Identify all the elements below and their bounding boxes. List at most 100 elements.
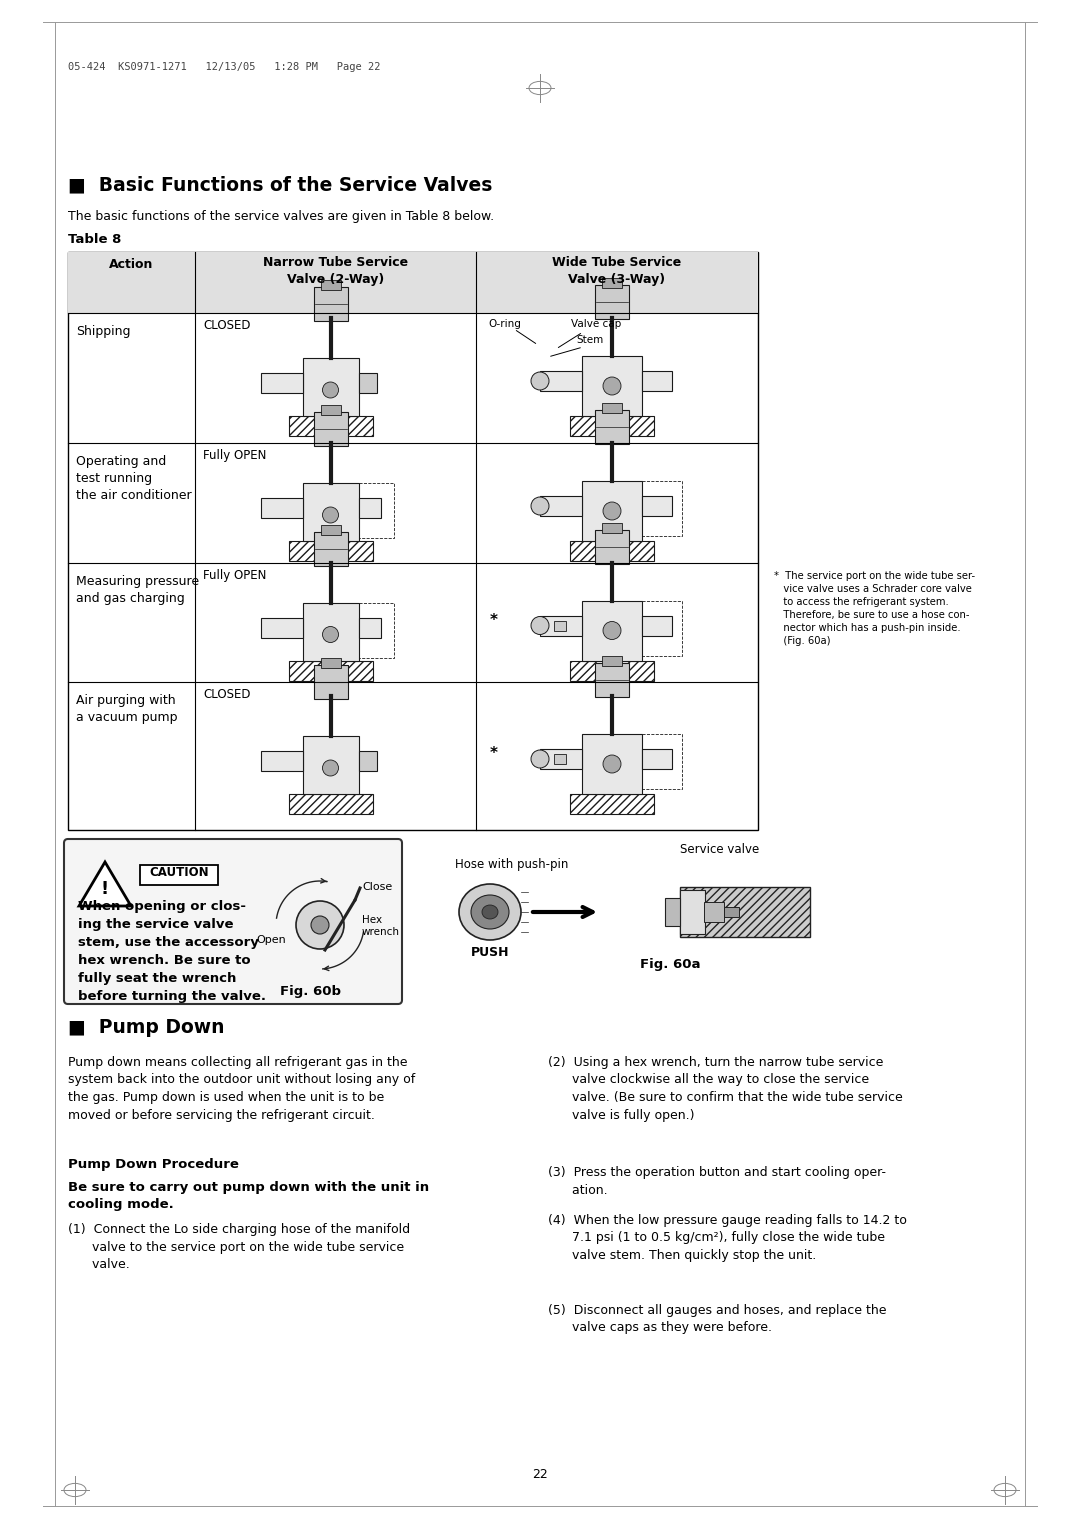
Text: 05-424  KS0971-1271   12/13/05   1:28 PM   Page 22: 05-424 KS0971-1271 12/13/05 1:28 PM Page… — [68, 63, 380, 72]
Text: *: * — [490, 746, 498, 761]
Text: When opening or clos-
ing the service valve
stem, use the accessory
hex wrench. : When opening or clos- ing the service va… — [78, 900, 266, 1002]
Text: (5)  Disconnect all gauges and hoses, and replace the
      valve caps as they w: (5) Disconnect all gauges and hoses, and… — [548, 1303, 887, 1334]
Bar — [321, 280, 340, 290]
Text: !: ! — [100, 880, 109, 898]
Ellipse shape — [459, 885, 521, 940]
FancyBboxPatch shape — [595, 286, 629, 319]
Bar — [302, 602, 359, 660]
Bar — [642, 497, 672, 516]
Bar — [642, 749, 672, 769]
Circle shape — [603, 755, 621, 773]
FancyBboxPatch shape — [313, 665, 348, 698]
Bar — [288, 541, 373, 561]
Bar — [260, 498, 302, 518]
Bar — [704, 902, 724, 921]
Text: Operating and
test running
the air conditioner: Operating and test running the air condi… — [76, 455, 191, 503]
Text: Pump Down Procedure: Pump Down Procedure — [68, 1158, 239, 1170]
Bar — [570, 795, 654, 814]
Bar — [540, 749, 582, 769]
FancyBboxPatch shape — [313, 287, 348, 321]
Bar — [570, 541, 654, 561]
Text: Valve cap: Valve cap — [571, 319, 621, 329]
Bar — [680, 886, 810, 937]
Bar — [288, 795, 373, 814]
Text: Measuring pressure
and gas charging: Measuring pressure and gas charging — [76, 575, 199, 605]
Text: Hex
wrench: Hex wrench — [362, 915, 400, 937]
Bar — [288, 416, 373, 435]
Bar — [359, 483, 393, 538]
Text: Service valve: Service valve — [680, 843, 759, 856]
Bar — [540, 497, 582, 516]
Text: Fully OPEN: Fully OPEN — [203, 449, 267, 461]
Circle shape — [603, 622, 621, 640]
Bar — [680, 889, 705, 934]
Bar — [260, 617, 302, 637]
Text: 22: 22 — [532, 1468, 548, 1481]
Ellipse shape — [471, 895, 509, 929]
Ellipse shape — [482, 905, 498, 918]
Circle shape — [296, 902, 345, 949]
Circle shape — [323, 626, 338, 642]
Polygon shape — [79, 862, 131, 906]
Text: Air purging with
a vacuum pump: Air purging with a vacuum pump — [76, 694, 177, 724]
Bar — [359, 602, 393, 657]
Text: (2)  Using a hex wrench, turn the narrow tube service
      valve clockwise all : (2) Using a hex wrench, turn the narrow … — [548, 1056, 903, 1122]
Bar — [554, 753, 566, 764]
Text: CLOSED: CLOSED — [203, 688, 251, 701]
Text: CLOSED: CLOSED — [203, 319, 251, 332]
Circle shape — [531, 497, 549, 515]
Text: Be sure to carry out pump down with the unit in
cooling mode.: Be sure to carry out pump down with the … — [68, 1181, 429, 1212]
FancyBboxPatch shape — [313, 532, 348, 565]
Bar — [602, 278, 622, 287]
Circle shape — [323, 507, 338, 523]
Bar — [570, 660, 654, 680]
Text: O-ring: O-ring — [488, 319, 521, 329]
Text: Fig. 60a: Fig. 60a — [640, 958, 701, 970]
Bar — [582, 733, 642, 795]
Text: *: * — [490, 613, 498, 628]
FancyBboxPatch shape — [595, 663, 629, 697]
Bar — [724, 908, 739, 917]
Text: Open: Open — [256, 935, 286, 944]
Text: ■  Pump Down: ■ Pump Down — [68, 1018, 225, 1038]
Bar — [602, 656, 622, 666]
Bar — [540, 371, 582, 391]
Bar — [321, 524, 340, 535]
Bar — [642, 371, 672, 391]
Text: Narrow Tube Service
Valve (2-Way): Narrow Tube Service Valve (2-Way) — [262, 257, 408, 286]
Bar — [582, 481, 642, 541]
Bar — [260, 373, 302, 393]
Text: Fully OPEN: Fully OPEN — [203, 568, 267, 582]
Bar — [260, 750, 302, 772]
Text: Action: Action — [109, 258, 153, 270]
Text: Pump down means collecting all refrigerant gas in the
system back into the outdo: Pump down means collecting all refrigera… — [68, 1056, 415, 1122]
FancyBboxPatch shape — [595, 410, 629, 445]
Text: The basic functions of the service valves are given in Table 8 below.: The basic functions of the service valve… — [68, 209, 495, 223]
Bar — [359, 617, 380, 637]
Circle shape — [531, 616, 549, 634]
Text: Hose with push-pin: Hose with push-pin — [455, 859, 568, 871]
Text: Stem: Stem — [576, 335, 604, 345]
Text: PUSH: PUSH — [471, 946, 510, 960]
Bar — [359, 750, 377, 772]
Bar — [570, 416, 654, 435]
Bar — [602, 523, 622, 532]
Text: Fig. 60b: Fig. 60b — [280, 986, 340, 998]
Circle shape — [323, 382, 338, 397]
Text: (1)  Connect the Lo side charging hose of the manifold
      valve to the servic: (1) Connect the Lo side charging hose of… — [68, 1222, 410, 1271]
Bar — [602, 403, 622, 413]
Bar — [359, 498, 380, 518]
Bar — [321, 405, 340, 416]
Bar — [642, 733, 681, 788]
Bar — [642, 481, 681, 536]
Bar — [642, 616, 672, 636]
Circle shape — [531, 371, 549, 390]
Circle shape — [311, 915, 329, 934]
Text: Table 8: Table 8 — [68, 232, 121, 246]
FancyBboxPatch shape — [313, 413, 348, 446]
Bar — [540, 616, 582, 636]
FancyBboxPatch shape — [64, 839, 402, 1004]
Bar — [302, 736, 359, 795]
Circle shape — [323, 759, 338, 776]
Circle shape — [531, 750, 549, 769]
